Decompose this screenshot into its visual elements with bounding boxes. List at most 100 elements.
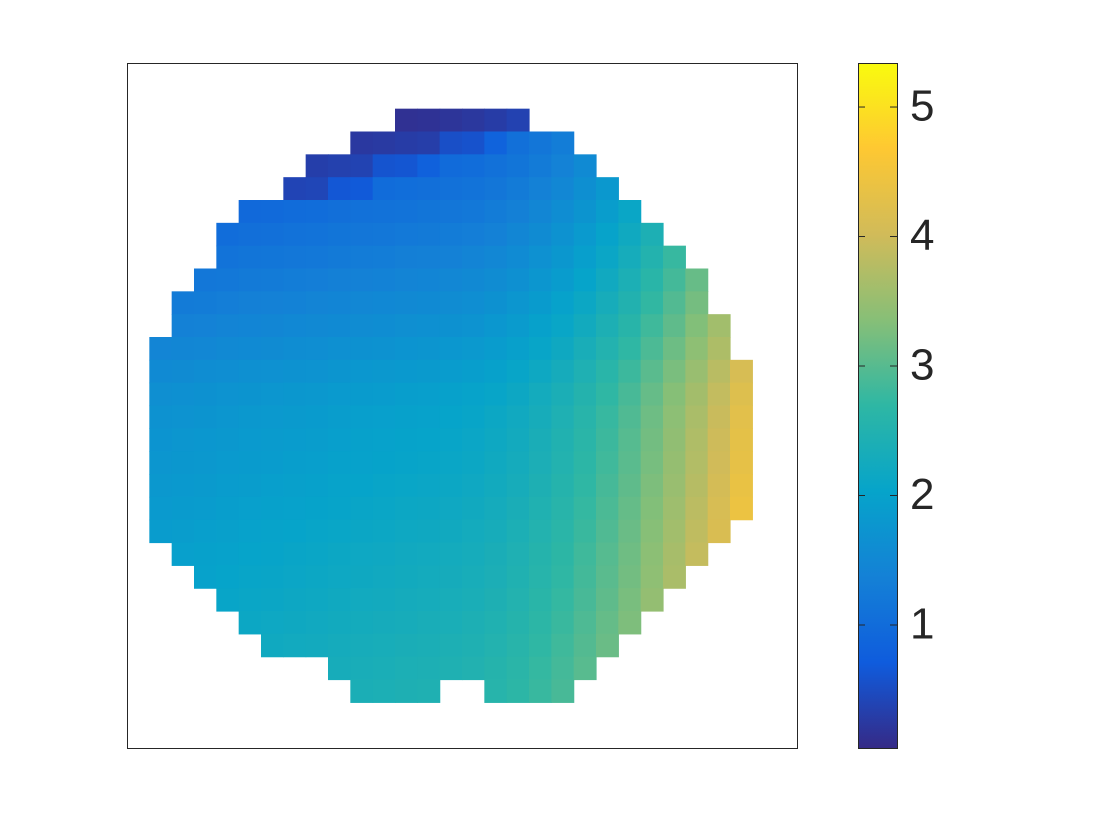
heatmap-cell: [417, 451, 441, 475]
heatmap-cell: [618, 428, 642, 452]
heatmap-cell: [417, 565, 441, 589]
heatmap-cell: [618, 588, 642, 612]
heatmap-cell: [484, 611, 508, 635]
heatmap-cell: [596, 245, 619, 270]
heatmap-cell: [194, 428, 217, 452]
heatmap-cell: [305, 611, 329, 635]
heatmap-cell: [395, 474, 418, 498]
heatmap-cell: [283, 222, 307, 247]
heatmap-cell: [462, 291, 485, 315]
heatmap-cell: [261, 291, 284, 315]
heatmap-cell: [372, 337, 396, 361]
heatmap-cell: [573, 588, 597, 612]
heatmap-cell: [238, 314, 262, 338]
heatmap-cell: [439, 200, 463, 224]
heatmap-cell: [618, 519, 642, 544]
heatmap-cell: [462, 245, 485, 270]
heatmap-cell: [439, 108, 463, 133]
heatmap-cell: [149, 451, 173, 475]
heatmap-cell: [618, 359, 642, 384]
heatmap-cell: [596, 314, 619, 338]
heatmap-cell: [261, 268, 284, 292]
heatmap-cell: [551, 474, 575, 498]
heatmap-cell: [462, 565, 485, 589]
heatmap-cell: [663, 268, 686, 292]
heatmap-cell: [395, 633, 418, 658]
heatmap-cell: [484, 519, 508, 544]
heatmap-cell: [194, 519, 217, 544]
heatmap-cell: [395, 611, 418, 635]
heatmap-cell: [551, 451, 575, 475]
heatmap-cell: [484, 200, 508, 224]
heatmap-cell: [328, 428, 351, 452]
heatmap-cell: [596, 565, 619, 589]
heatmap-cell: [372, 428, 396, 452]
heatmap-cell: [238, 519, 262, 544]
heatmap-cell: [618, 565, 642, 589]
heatmap-cell: [439, 451, 463, 475]
heatmap-cell: [506, 405, 530, 429]
heatmap-cell: [261, 519, 284, 544]
heatmap-cell: [484, 474, 508, 498]
heatmap-cell: [328, 154, 351, 178]
heatmap-cell: [596, 474, 619, 498]
heatmap-cell: [328, 359, 351, 384]
heatmap-cell: [439, 588, 463, 612]
heatmap-cell: [439, 496, 463, 521]
heatmap-cell: [417, 154, 441, 178]
heatmap-cell: [439, 633, 463, 658]
heatmap-cell: [640, 245, 664, 270]
heatmap-cell: [238, 268, 262, 292]
heatmap-cell: [707, 496, 731, 521]
heatmap-cell: [328, 542, 351, 566]
heatmap-cell: [551, 154, 575, 178]
heatmap-cell: [685, 428, 709, 452]
heatmap-cell: [283, 542, 307, 566]
heatmap-cell: [484, 656, 508, 681]
heatmap-cell: [573, 496, 597, 521]
heatmap-cell: [685, 337, 709, 361]
heatmap-cell: [707, 382, 731, 407]
heatmap-cell: [529, 588, 552, 612]
colorbar-tick-label: 5: [910, 82, 934, 131]
heatmap-cell: [395, 108, 418, 133]
heatmap-cell: [596, 611, 619, 635]
heatmap-cell: [417, 177, 441, 201]
heatmap-cell: [216, 542, 240, 566]
heatmap-cell: [350, 291, 374, 315]
heatmap-cell: [663, 428, 686, 452]
heatmap-cell: [506, 679, 530, 703]
heatmap-cell: [439, 405, 463, 429]
heatmap-cell: [417, 405, 441, 429]
heatmap-cell: [439, 222, 463, 247]
heatmap-cell: [305, 268, 329, 292]
heatmap-cell: [350, 359, 374, 384]
heatmap-cell: [573, 337, 597, 361]
heatmap-cell: [328, 588, 351, 612]
heatmap-cell: [529, 200, 552, 224]
heatmap-cell: [216, 268, 240, 292]
colorbar-tick-label: 4: [910, 211, 934, 260]
heatmap-cell: [283, 565, 307, 589]
heatmap-cell: [573, 314, 597, 338]
heatmap-cell: [685, 474, 709, 498]
heatmap-cell: [328, 656, 351, 681]
heatmap-cell: [149, 519, 173, 544]
heatmap-cell: [417, 382, 441, 407]
heatmap-cell: [395, 268, 418, 292]
heatmap-cell: [350, 131, 374, 155]
heatmap-cell: [640, 382, 664, 407]
heatmap-cell: [663, 314, 686, 338]
heatmap-cell: [216, 222, 240, 247]
heatmap-cell: [417, 496, 441, 521]
heatmap-cell: [573, 474, 597, 498]
heatmap-cell: [707, 451, 731, 475]
heatmap-cell: [484, 245, 508, 270]
heatmap-cell: [663, 565, 686, 589]
heatmap-cell: [730, 405, 753, 429]
heatmap-cell: [506, 496, 530, 521]
heatmap-cell: [283, 382, 307, 407]
heatmap-cell: [350, 428, 374, 452]
heatmap-cell: [685, 382, 709, 407]
heatmap-cell: [216, 337, 240, 361]
